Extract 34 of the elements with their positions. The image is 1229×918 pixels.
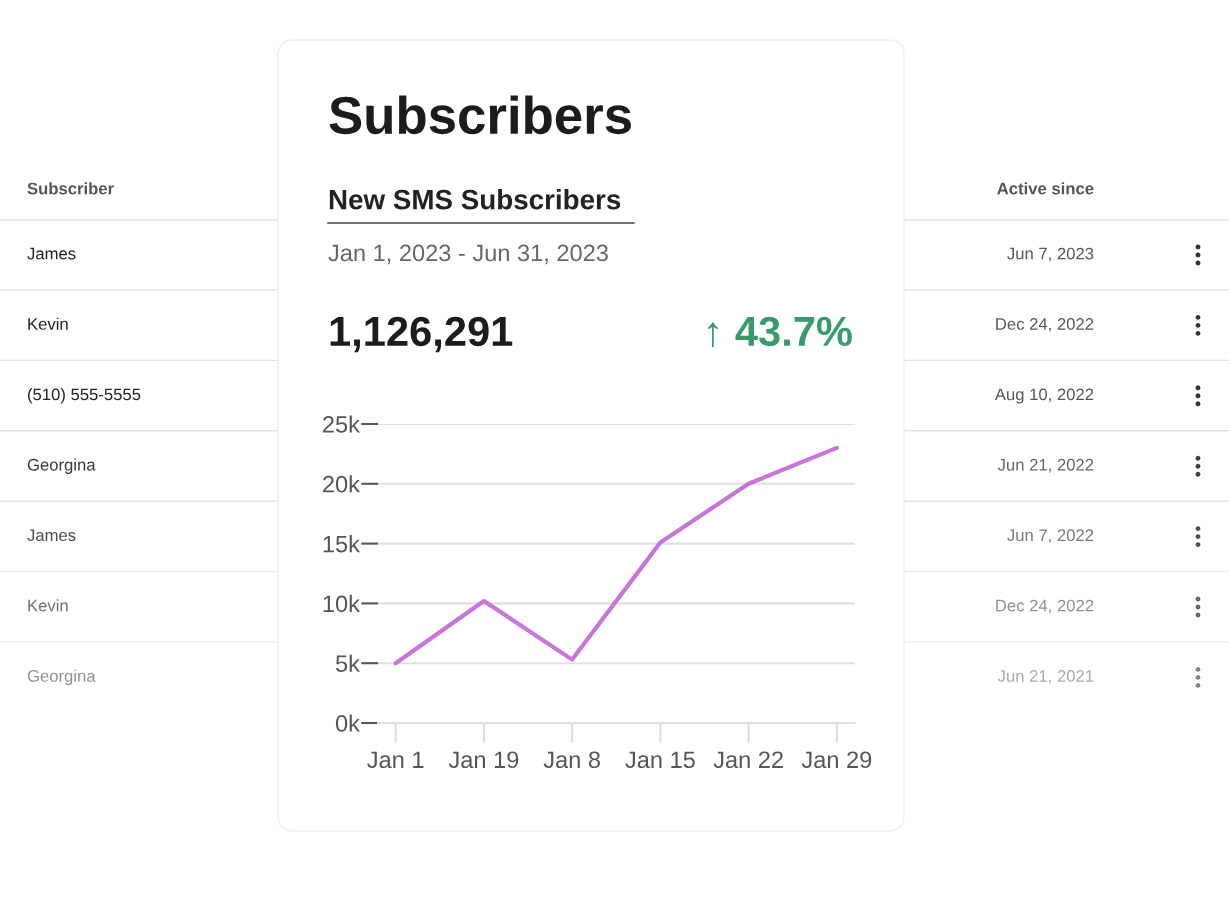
text: James [27,247,76,260]
line-series [393,445,839,666]
y-tick-label: 5k [335,654,360,672]
chart-subtitle: New SMS Subscribers [329,189,621,210]
text: Jun 7, 2022 [1007,529,1094,544]
text: Subscriber [27,182,114,195]
text: Dec 24, 2022 [996,318,1094,332]
text: Active since [997,182,1094,195]
x-tick-label: Jan 19 [448,751,519,769]
text: Georgina [27,458,96,474]
text: James [27,529,76,542]
x-tick-label: Jan 15 [625,751,695,769]
text: 1,126,291 [330,316,513,353]
text: Dec 24, 2022 [996,599,1094,614]
text: Jan 1, 2023 - Jun 31, 2023 [328,244,608,265]
y-tick-label: 10k [323,594,360,613]
x-tick-label: Jan 29 [801,751,872,769]
text: ↑ 43.7% [707,316,852,348]
y-tick-label: 20k [323,475,360,493]
y-tick-label: 25k [323,415,360,433]
text: Aug 10, 2022 [994,388,1094,404]
x-tick-label: Jan 8 [543,751,600,769]
x-tick-label: Jan 1 [367,751,424,769]
y-tick-label: 15k [323,535,360,553]
y-tick-label: 0k [335,714,360,732]
text: Jun 21, 2021 [997,670,1094,684]
text: (510) 555-5555 [28,388,141,404]
text: Georgina [27,669,96,686]
text: Jun 7, 2023 [1007,247,1094,262]
text: Kevin [28,317,68,330]
text: Jun 21, 2022 [997,458,1094,473]
x-tick-label: Jan 22 [713,751,783,769]
text: Kevin [28,599,68,612]
chart-title: Subscribers [329,95,631,135]
